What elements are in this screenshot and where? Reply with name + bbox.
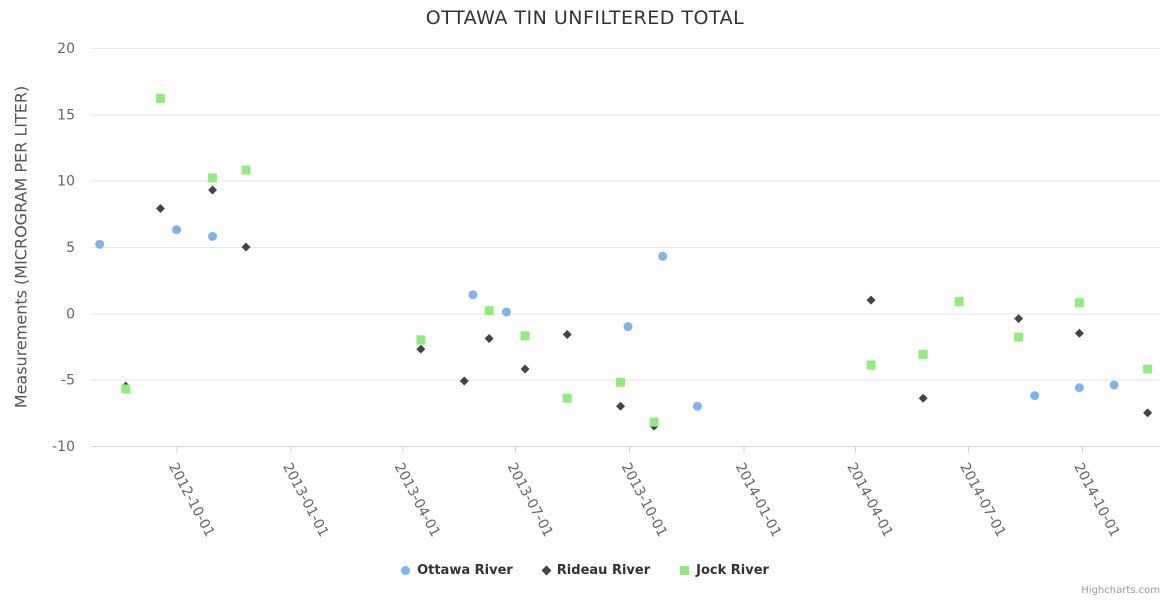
jock-river-point — [155, 93, 165, 103]
ottawa-river-point — [95, 239, 105, 249]
ottawa-river-point — [208, 231, 218, 241]
x-axis-tick-label: 2014-07-01 — [956, 460, 1008, 539]
jock-river-point — [866, 360, 876, 370]
jock-river-point — [1014, 332, 1024, 342]
jock-river-point — [520, 331, 530, 341]
y-axis-tick-label: 20 — [57, 41, 75, 57]
jock-river-point — [208, 173, 218, 183]
x-axis-tick-label: 2013-04-01 — [391, 460, 443, 539]
x-axis-tick-label: 2014-04-01 — [843, 460, 895, 539]
rideau-river-point — [484, 334, 494, 344]
ottawa-river-point — [1109, 380, 1119, 390]
circle-marker-icon — [401, 566, 411, 575]
y-axis-tick-label: 5 — [66, 240, 75, 256]
ottawa-river-point — [1030, 391, 1040, 401]
x-axis-tick-label: 2013-07-01 — [504, 460, 556, 539]
rideau-river-point — [520, 364, 530, 374]
jock-river-point — [1074, 298, 1084, 308]
y-axis-title: Measurements (MICROGRAM PER LITER) — [11, 85, 31, 409]
chart-title: OTTAWA TIN UNFILTERED TOTAL — [425, 7, 745, 29]
ottawa-river-point — [623, 322, 633, 332]
x-axis-tick-label: 2013-10-01 — [618, 460, 670, 539]
jock-river-point — [954, 296, 964, 306]
jock-river-point — [416, 335, 426, 345]
rideau-river-point — [1074, 328, 1084, 338]
legend-item-jock-river[interactable]: Jock River — [680, 563, 769, 578]
rideau-river-point — [562, 330, 572, 340]
jock-river-point — [616, 377, 626, 387]
square-marker-icon — [680, 566, 690, 575]
legend-item-rideau-river[interactable]: Rideau River — [541, 563, 651, 578]
ottawa-river-point — [468, 290, 478, 300]
y-axis-tick-label: 10 — [57, 174, 75, 190]
jock-river-point — [562, 393, 572, 403]
rideau-river-point — [918, 393, 928, 403]
rideau-river-point — [1014, 314, 1024, 324]
legend-label: Jock River — [696, 563, 769, 578]
rideau-river-point — [616, 401, 626, 411]
jock-river-point — [1143, 364, 1153, 374]
legend: Ottawa River Rideau River Jock River — [0, 563, 1170, 578]
rideau-river-point — [416, 344, 426, 354]
ottawa-river-point — [692, 401, 702, 411]
rideau-river-point — [866, 295, 876, 305]
rideau-river-point — [459, 376, 469, 386]
ottawa-river-point — [172, 225, 182, 235]
legend-item-ottawa-river[interactable]: Ottawa River — [401, 563, 513, 578]
x-axis-tick-label: 2014-01-01 — [732, 460, 784, 539]
ottawa-river-point — [1074, 383, 1084, 393]
legend-label: Rideau River — [556, 563, 651, 578]
rideau-river-point — [208, 185, 218, 195]
jock-river-point — [484, 306, 494, 316]
jock-river-point — [121, 384, 131, 394]
rideau-river-point — [241, 242, 251, 252]
diamond-marker-icon — [541, 565, 552, 576]
x-axis-tick-label: 2012-10-01 — [165, 460, 217, 539]
x-axis-tick-label: 2014-10-01 — [1070, 460, 1122, 539]
y-axis-tick-label: -5 — [61, 373, 75, 389]
y-axis-tick-label: 0 — [66, 306, 75, 322]
jock-river-point — [241, 165, 251, 175]
ottawa-river-point — [501, 307, 511, 317]
rideau-river-point — [155, 204, 165, 214]
legend-label: Ottawa River — [417, 563, 513, 578]
y-axis-tick-label: -10 — [52, 439, 75, 455]
y-axis-tick-label: 15 — [57, 107, 75, 123]
rideau-river-point — [1143, 408, 1153, 418]
highcharts-credits-link[interactable]: Highcharts.com — [1081, 585, 1160, 596]
jock-river-point — [649, 417, 659, 427]
ottawa-river-point — [658, 251, 668, 261]
x-axis-tick-label: 2013-01-01 — [279, 460, 331, 539]
jock-river-point — [918, 349, 928, 359]
